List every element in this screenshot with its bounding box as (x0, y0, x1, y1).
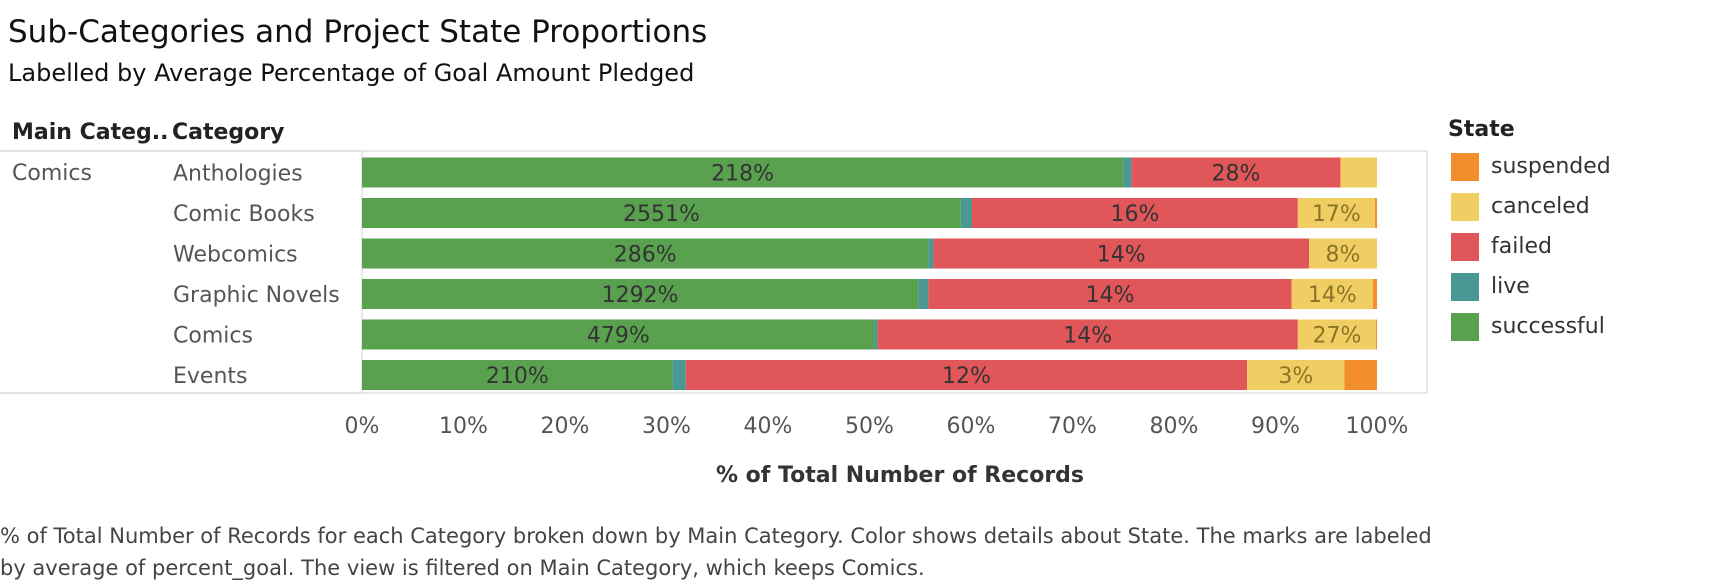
category-label[interactable]: Webcomics (173, 243, 298, 268)
bar-segment-canceled[interactable] (1297, 319, 1376, 350)
bar-segment-successful[interactable] (362, 198, 961, 228)
bar-segment-failed[interactable] (972, 198, 1298, 228)
main-category-header[interactable]: Main Categ.. (12, 120, 169, 145)
bar-segment-live[interactable] (928, 238, 934, 269)
bar-label-successful: 1292% (602, 283, 679, 308)
x-tick-label: 10% (439, 414, 488, 439)
category-label[interactable]: Comic Books (173, 202, 315, 227)
x-tick-label: 70% (1048, 414, 1097, 439)
bar-label-successful: 2551% (623, 202, 700, 227)
bar-segment-suspended[interactable] (1375, 319, 1377, 350)
bar-segment-live[interactable] (1123, 157, 1132, 188)
bar-segment-live[interactable] (672, 360, 686, 390)
x-tick-label: 40% (744, 414, 793, 439)
bar-segment-failed[interactable] (933, 238, 1309, 269)
bar-segment-successful[interactable] (362, 319, 875, 350)
category-label[interactable]: Graphic Novels (173, 283, 340, 308)
chart-subtitle: Labelled by Average Percentage of Goal A… (8, 59, 695, 87)
bar-label-successful: 210% (486, 364, 549, 389)
chart-title: Sub-Categories and Project State Proport… (8, 14, 708, 50)
legend-title: State (1448, 117, 1515, 142)
bar-label-failed: 16% (1110, 202, 1159, 227)
legend-swatch-suspended (1451, 153, 1479, 181)
x-tick-label: 100% (1346, 414, 1409, 439)
x-tick-label: 60% (947, 414, 996, 439)
bar-segment-failed[interactable] (1131, 157, 1341, 188)
bar-label-failed: 14% (1086, 283, 1135, 308)
bar-label-successful: 479% (587, 324, 650, 349)
chart-caption: % of Total Number of Records for each Ca… (0, 524, 1432, 580)
bar-segment-successful[interactable] (362, 238, 929, 269)
bar-segment-successful[interactable] (362, 279, 919, 309)
x-tick-label: 0% (345, 414, 380, 439)
bar-segment-canceled[interactable] (1297, 198, 1375, 228)
bar-segment-successful[interactable] (362, 360, 673, 390)
category-header[interactable]: Category (172, 120, 285, 145)
bar-segment-failed[interactable] (877, 319, 1298, 350)
legend-label-successful: successful (1491, 314, 1605, 339)
main-category-label[interactable]: Comics (12, 161, 92, 186)
category-label[interactable]: Events (173, 364, 248, 389)
bar-label-failed: 28% (1211, 162, 1260, 187)
stacked-bar-chart: Comics Anthologies 218% 28% Comic Books 2551%… (0, 150, 1428, 488)
bar-segment-live[interactable] (918, 279, 929, 309)
legend-label-suspended: suspended (1491, 154, 1611, 179)
bar-label-canceled: 17% (1312, 202, 1361, 227)
bar-label-canceled: 3% (1278, 364, 1313, 389)
legend-label-failed: failed (1491, 234, 1552, 259)
bar-segment-canceled[interactable] (1340, 157, 1377, 188)
category-label[interactable]: Comics (173, 324, 253, 349)
bar-segment-live[interactable] (874, 319, 878, 350)
legend-swatch-canceled (1451, 193, 1479, 221)
x-tick-label: 80% (1150, 414, 1199, 439)
bar-label-failed: 14% (1097, 243, 1146, 268)
bar-label-successful: 286% (614, 243, 677, 268)
legend-swatch-successful (1451, 313, 1479, 341)
bar-label-successful: 218% (711, 162, 774, 187)
x-tick-label: 20% (541, 414, 590, 439)
bar-label-canceled: 8% (1326, 243, 1361, 268)
legend-label-live: live (1491, 274, 1530, 299)
bar-segment-canceled[interactable] (1308, 238, 1377, 269)
bar-segment-suspended[interactable] (1374, 198, 1377, 228)
x-tick-label: 50% (845, 414, 894, 439)
bar-label-canceled: 27% (1312, 324, 1361, 349)
bar-segment-suspended[interactable] (1372, 279, 1377, 309)
bar-segment-live[interactable] (960, 198, 973, 228)
legend-swatch-live (1451, 273, 1479, 301)
bar-segment-successful[interactable] (362, 157, 1124, 188)
x-tick-label: 30% (642, 414, 691, 439)
x-tick-label: 90% (1251, 414, 1300, 439)
legend-swatch-failed (1451, 233, 1479, 261)
bar-segment-failed[interactable] (928, 279, 1292, 309)
bar-segment-canceled[interactable] (1247, 360, 1345, 390)
x-axis-title: % of Total Number of Records (716, 463, 1084, 488)
bar-segment-failed[interactable] (685, 360, 1248, 390)
bar-label-canceled: 14% (1308, 283, 1357, 308)
bar-segment-canceled[interactable] (1291, 279, 1373, 309)
legend-label-canceled: canceled (1491, 194, 1590, 219)
bar-label-failed: 12% (942, 364, 991, 389)
bar-label-failed: 14% (1063, 324, 1112, 349)
plot-frame (361, 150, 1428, 394)
bar-segment-suspended[interactable] (1344, 360, 1377, 390)
category-label[interactable]: Anthologies (173, 162, 303, 187)
